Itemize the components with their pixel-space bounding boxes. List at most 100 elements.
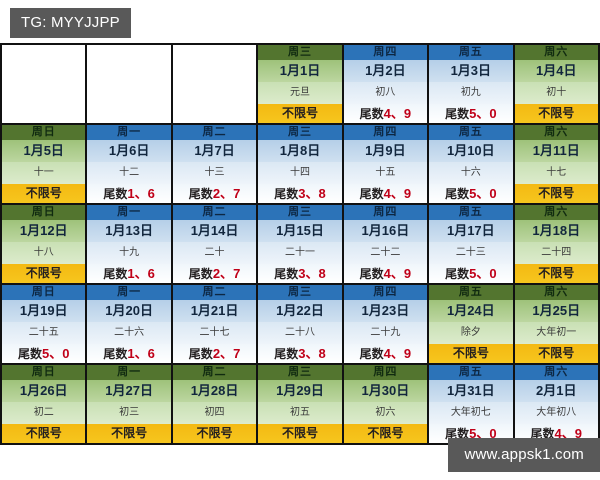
day-of-week-label: 周三	[258, 205, 342, 220]
calendar-day-cell[interactable]: 周五 1月24日 除夕 不限号	[427, 283, 515, 365]
site-watermark: www.appsk1.com	[448, 438, 600, 472]
calendar-day-cell[interactable]: 周五 1月3日 初九 尾数5、0	[427, 43, 515, 125]
gregorian-date-label: 1月29日	[258, 380, 342, 402]
gregorian-date-label: 1月20日	[87, 300, 171, 322]
day-of-week-label: 周六	[514, 125, 598, 140]
calendar-day-cell[interactable]: 周二 1月28日 初四 不限号	[170, 363, 259, 445]
day-of-week-label: 周四	[343, 45, 428, 60]
gregorian-date-label: 1月22日	[258, 300, 342, 322]
plate-restriction-label: 不限号	[258, 424, 342, 443]
lunar-date-label: 大年初一	[514, 322, 598, 344]
calendar-day-cell[interactable]: 周日 1月12日 十八 不限号	[0, 203, 88, 285]
calendar-week-row: 周日 1月26日 初二 不限号 周一 1月27日 初三 不限号 周二 1月28日 初四 不限号 周三 1月…	[0, 363, 600, 445]
calendar-day-cell[interactable]: 周三 1月22日 二十八 尾数3、8	[256, 283, 344, 365]
day-of-week-label: 周五	[429, 285, 513, 300]
rule-digit-second: 7	[233, 266, 241, 281]
rule-separator: 、	[476, 186, 490, 201]
calendar-day-cell[interactable]: 周六 1月18日 二十四 不限号	[512, 203, 600, 285]
plate-restriction-label: 不限号	[343, 424, 428, 443]
rule-prefix: 尾数	[103, 267, 128, 281]
plate-restriction-label: 不限号	[258, 104, 342, 123]
calendar-day-cell[interactable]: 周三 1月1日 元旦 不限号	[256, 43, 344, 125]
rule-digit-first: 4	[554, 426, 562, 441]
day-of-week-label: 周三	[258, 285, 342, 300]
gregorian-date-label: 1月28日	[172, 380, 257, 402]
rule-digit-first: 3	[298, 186, 306, 201]
calendar-day-cell[interactable]: 周五 1月10日 十六 尾数5、0	[427, 123, 515, 205]
calendar-day-cell[interactable]: 周日 1月26日 初二 不限号	[0, 363, 88, 445]
rule-digit-first: 1	[127, 266, 135, 281]
day-of-week-label: 周一	[87, 365, 171, 380]
lunar-date-label: 大年初八	[514, 402, 598, 424]
calendar-day-cell[interactable]: 周一 1月20日 二十六 尾数1、6	[85, 283, 173, 365]
calendar-day-cell[interactable]: 周四 1月23日 二十九 尾数4、9	[341, 283, 430, 365]
rule-separator: 、	[134, 266, 148, 281]
gregorian-date-label: 1月26日	[2, 380, 86, 402]
calendar-day-cell[interactable]: 周四 1月16日 二十二 尾数4、9	[341, 203, 430, 285]
day-of-week-label: 周日	[2, 125, 86, 140]
calendar-day-cell[interactable]: 周六 1月4日 初十 不限号	[512, 43, 600, 125]
calendar-day-cell[interactable]: 周四 1月2日 初八 尾数4、9	[341, 43, 430, 125]
lunar-date-label: 十二	[87, 162, 171, 184]
rule-digit-first: 2	[212, 186, 221, 201]
rule-separator: 、	[390, 346, 404, 361]
day-of-week-label: 周三	[258, 45, 342, 60]
calendar-day-cell[interactable]: 周日 1月19日 二十五 尾数5、0	[0, 283, 88, 365]
calendar-day-cell[interactable]: 周四 1月30日 初六 不限号	[341, 363, 430, 445]
gregorian-date-label: 1月4日	[514, 60, 598, 82]
rule-prefix: 尾数	[530, 427, 555, 441]
plate-restriction-label: 尾数4、9	[343, 344, 428, 363]
rule-digit-first: 4	[383, 106, 391, 121]
rule-digit-first: 2	[212, 346, 221, 361]
day-of-week-label: 周四	[343, 365, 428, 380]
lunar-date-label: 初四	[172, 402, 257, 424]
lunar-date-label: 二十五	[2, 322, 86, 344]
rule-digit-first: 5	[469, 426, 477, 441]
plate-restriction-label: 尾数5、0	[2, 344, 86, 363]
tg-channel-tag: TG: MYYJJPP	[10, 8, 131, 38]
calendar-day-cell[interactable]: 周六 2月1日 大年初八 尾数4、9	[512, 363, 600, 445]
day-of-week-label: 周一	[87, 285, 171, 300]
plate-restriction-label: 尾数3、8	[258, 344, 342, 363]
plate-restriction-label: 尾数1、6	[87, 184, 171, 203]
gregorian-date-label: 1月23日	[343, 300, 428, 322]
rule-digit-first: 4	[383, 186, 391, 201]
calendar-day-cell[interactable]: 周二 1月21日 二十七 尾数2、7	[170, 283, 259, 365]
day-of-week-label: 周六	[514, 285, 598, 300]
calendar-day-cell[interactable]: 周三 1月15日 二十一 尾数3、8	[256, 203, 344, 285]
calendar-day-cell[interactable]: 周一 1月13日 十九 尾数1、6	[85, 203, 173, 285]
plate-restriction-label: 不限号	[2, 264, 86, 283]
calendar-day-cell[interactable]: 周四 1月9日 十五 尾数4、9	[341, 123, 430, 205]
calendar-day-cell[interactable]: 周五 1月17日 二十三 尾数5、0	[427, 203, 515, 285]
plate-restriction-label: 不限号	[172, 424, 257, 443]
rule-digit-first: 5	[41, 346, 50, 361]
plate-restriction-label: 尾数4、9	[343, 184, 428, 203]
gregorian-date-label: 1月27日	[87, 380, 171, 402]
gregorian-date-label: 1月16日	[343, 220, 428, 242]
calendar-day-cell[interactable]: 周一 1月27日 初三 不限号	[85, 363, 173, 445]
calendar-day-cell[interactable]: 周六 1月25日 大年初一 不限号	[512, 283, 600, 365]
calendar-day-cell[interactable]: 周五 1月31日 大年初七 尾数5、0	[427, 363, 515, 445]
gregorian-date-label: 1月14日	[172, 220, 257, 242]
calendar-day-cell[interactable]: 周日 1月5日 十一 不限号	[0, 123, 88, 205]
calendar-week-row: 周三 1月1日 元旦 不限号 周四 1月2日 初八 尾数4、9 周五 1月3日 初九 尾数5、0 周六 1…	[0, 43, 600, 125]
rule-separator: 、	[220, 266, 234, 281]
calendar-day-cell[interactable]: 周六 1月11日 十七 不限号	[512, 123, 600, 205]
rule-prefix: 尾数	[445, 427, 470, 441]
lunar-date-label: 十六	[429, 162, 513, 184]
calendar-day-cell[interactable]: 周二 1月14日 二十 尾数2、7	[170, 203, 259, 285]
rule-digit-second: 9	[403, 186, 412, 201]
rule-separator: 、	[476, 266, 490, 281]
calendar-day-cell[interactable]: 周三 1月8日 十四 尾数3、8	[256, 123, 344, 205]
rule-prefix: 尾数	[188, 347, 213, 361]
lunar-date-label: 二十二	[343, 242, 428, 264]
lunar-date-label: 二十七	[172, 322, 257, 344]
day-of-week-label: 周五	[429, 45, 513, 60]
calendar-day-cell[interactable]: 周三 1月29日 初五 不限号	[256, 363, 344, 445]
day-of-week-label: 周五	[429, 125, 513, 140]
day-of-week-label: 周二	[172, 205, 257, 220]
calendar-day-cell[interactable]: 周二 1月7日 十三 尾数2、7	[170, 123, 259, 205]
lunar-date-label: 初九	[429, 82, 513, 104]
calendar-day-cell[interactable]: 周一 1月6日 十二 尾数1、6	[85, 123, 173, 205]
day-of-week-label: 周五	[429, 365, 513, 380]
